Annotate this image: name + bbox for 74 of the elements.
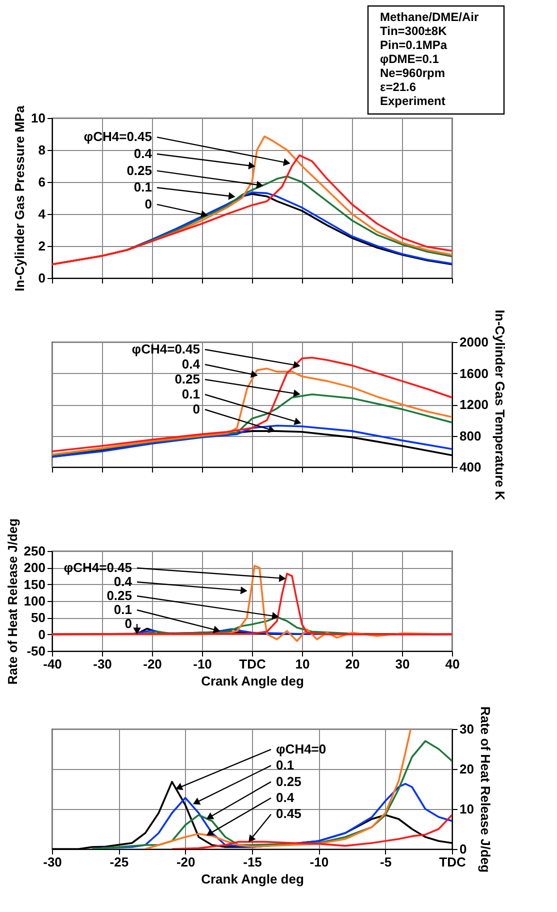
- y-tick-label: 4: [38, 206, 46, 222]
- y-tick-label: -50: [26, 644, 46, 658]
- y-tick-label: 150: [24, 576, 46, 592]
- x-tick-label: 20: [345, 656, 360, 672]
- text: Pin=0.1MPa: [380, 38, 448, 52]
- y-tick-label: 1600: [460, 366, 488, 381]
- annotation: 0.1: [134, 180, 152, 195]
- annotation: 0.25: [106, 588, 132, 603]
- x-tick-label: -10: [310, 854, 329, 870]
- text: Experiment: [380, 94, 446, 108]
- text: ε=21.6: [380, 80, 416, 94]
- annotation: 0: [192, 402, 200, 416]
- x-tick-label: -15: [243, 854, 262, 870]
- annotation: 0.25: [174, 372, 200, 386]
- y-tick-label: 0: [460, 842, 467, 856]
- x-tick-label: -5: [380, 854, 392, 870]
- y-axis-title: In-Cylinder Gas Pressure MPa: [12, 104, 28, 292]
- annotation: φCH4=0.45: [64, 560, 132, 575]
- annotation: φCH4=0.45: [84, 129, 152, 144]
- annotation: φCH4=0: [276, 741, 326, 756]
- y-tick-label: 100: [24, 594, 46, 608]
- annotation: 0.1: [114, 602, 132, 617]
- x-tick-label: -25: [110, 854, 129, 870]
- annotation: 0.25: [276, 774, 302, 789]
- annotation: φCH4=0.45: [132, 342, 200, 356]
- y-tick-label: 50: [31, 610, 46, 626]
- annotation: 0: [124, 616, 132, 631]
- y-tick-label: 2000: [460, 334, 488, 350]
- line-series: [52, 424, 452, 458]
- line-series: [91, 740, 452, 849]
- y-tick-label: 8: [38, 142, 46, 158]
- y-tick-label: 400: [460, 460, 482, 474]
- annotation: 0.1: [276, 758, 294, 773]
- annotation: 0.4: [134, 146, 153, 161]
- x-tick-label: -10: [193, 656, 212, 672]
- y-tick-label: 0: [38, 626, 46, 642]
- annotation: 0.45: [276, 806, 302, 822]
- y-axis-title: Rate of Heat Release J/deg: [478, 706, 493, 873]
- y-tick-label: 0: [38, 270, 46, 286]
- annotation: 0.1: [182, 386, 200, 402]
- x-tick-label: 30: [395, 656, 410, 672]
- x-axis-title: Crank Angle deg: [201, 674, 304, 688]
- x-tick-label: 40: [445, 656, 460, 672]
- x-tick-label: TDC: [239, 656, 266, 672]
- y-tick-label: 6: [38, 174, 46, 190]
- annotation: 0.4: [182, 356, 201, 372]
- y-axis-title: In-Cylinder Gas Temperature K: [492, 310, 508, 501]
- x-tick-label: 10: [295, 656, 310, 672]
- y-tick-label: 200: [24, 560, 46, 576]
- x-tick-label: -40: [43, 656, 62, 672]
- text: Tin=300±8K: [380, 24, 448, 38]
- y-tick-label: 2: [38, 238, 46, 254]
- annotation: 0.4: [276, 790, 295, 805]
- text: φDME=0.1: [380, 52, 440, 66]
- x-tick-label: TDC: [439, 854, 466, 870]
- text: Methane/DME/Air: [380, 10, 480, 24]
- annotation: 0.4: [114, 574, 133, 589]
- annotation: 0.25: [126, 162, 152, 178]
- y-tick-label: 800: [460, 428, 482, 444]
- y-axis-title: Rate of Heat Release J/deg: [4, 518, 20, 685]
- x-tick-label: -20: [143, 656, 162, 672]
- y-tick-label: 20: [460, 762, 474, 776]
- x-tick-label: -30: [43, 854, 62, 870]
- y-tick-label: 10: [460, 802, 474, 816]
- annotation: 0: [144, 196, 152, 212]
- text: Ne=960rpm: [380, 66, 446, 80]
- y-tick-label: 30: [460, 722, 474, 736]
- x-tick-label: -20: [176, 854, 196, 870]
- x-tick-label: -30: [93, 656, 112, 672]
- line-series: [144, 729, 412, 849]
- x-axis-title: Crank Angle deg: [201, 872, 304, 886]
- y-tick-label: 1200: [460, 397, 488, 412]
- y-tick-label: 250: [24, 544, 46, 558]
- y-tick-label: 10: [31, 110, 46, 126]
